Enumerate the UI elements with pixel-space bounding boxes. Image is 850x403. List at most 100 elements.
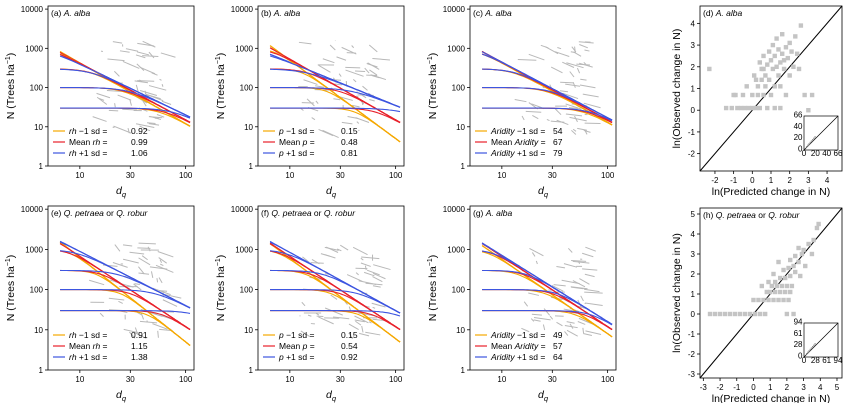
observed-trajectory — [553, 284, 566, 287]
data-point — [772, 84, 777, 89]
observed-trajectory — [584, 288, 600, 293]
observed-trajectory — [161, 100, 172, 105]
x-tick-label: -2 — [716, 383, 724, 392]
observed-trajectory — [355, 272, 359, 276]
y-tick-label: 10000 — [443, 205, 466, 214]
observed-trajectory — [531, 313, 542, 316]
data-point — [783, 275, 788, 281]
x-tick-label: 3 — [806, 176, 811, 185]
data-point — [732, 311, 738, 317]
panel-title: (e) Q. petraea or Q. robur — [51, 208, 149, 218]
data-point — [763, 73, 768, 78]
inset-x-tick-label: 61 — [822, 356, 831, 365]
x-tick-label: 100 — [601, 171, 615, 180]
observed-trajectory — [159, 78, 162, 81]
x-tick-label: 2 — [787, 176, 792, 185]
observed-trajectory — [336, 56, 347, 61]
data-point — [727, 311, 733, 317]
panel-g: 1 10 100 1000 10000 10 30 100 dq N (Trees ha−1) (g… — [427, 205, 617, 403]
model-curve-mean — [482, 310, 613, 331]
observed-trajectory — [373, 264, 391, 271]
data-point — [783, 45, 789, 50]
species-name: A. alba — [485, 208, 513, 218]
observed-trajectory — [311, 117, 316, 121]
species-joiner: or — [756, 210, 768, 220]
observed-trajectory — [372, 306, 376, 309]
y-tick-label: 1 — [461, 162, 466, 171]
y-tick-label: 10 — [244, 123, 253, 132]
observed-trajectory — [139, 125, 146, 130]
inset-point — [809, 348, 811, 351]
panel-title: (b) A. alba — [261, 8, 300, 18]
y-tick-label: 100 — [452, 84, 466, 93]
data-point — [772, 53, 777, 59]
observed-trajectory — [583, 102, 601, 109]
model-curve-plus-1sd — [270, 87, 401, 108]
observed-trajectory — [554, 51, 570, 58]
data-point — [771, 271, 776, 277]
observed-trajectory — [576, 67, 581, 74]
observed-trajectory — [579, 44, 588, 49]
observed-trajectory — [301, 301, 306, 307]
observed-trajectory — [315, 85, 324, 88]
observed-trajectory — [161, 84, 164, 87]
observed-trajectory — [562, 61, 575, 68]
x-tick-label: 100 — [179, 375, 193, 384]
x-tick-label: 10 — [75, 171, 84, 180]
data-point — [707, 311, 713, 317]
data-point — [740, 92, 746, 98]
observed-trajectory — [528, 53, 545, 61]
species-name: Q. petraea — [271, 208, 311, 218]
y-axis-label: ln(Observed change in N) — [671, 233, 683, 353]
model-curve-minus-1sd — [60, 87, 191, 127]
observed-trajectory — [315, 100, 319, 104]
data-point — [761, 53, 766, 59]
observed-trajectory — [142, 100, 147, 107]
panel-title: (f) Q. petraea or Q. robur — [261, 208, 356, 218]
species-joiner: or — [104, 208, 116, 218]
observed-trajectory — [122, 60, 140, 69]
model-curve-plus-1sd — [270, 68, 401, 108]
species-name: Q. petraea — [716, 210, 756, 220]
y-tick-label: 1 — [691, 290, 696, 299]
legend-value: 1.15 — [131, 341, 148, 351]
data-point — [787, 73, 792, 78]
observed-trajectory — [137, 80, 155, 82]
legend-label: Mean rh = — [69, 137, 108, 147]
data-point — [761, 92, 766, 98]
observed-trajectory — [359, 332, 370, 337]
data-point — [777, 289, 783, 295]
data-point — [779, 283, 785, 289]
y-tick-label: 10000 — [231, 205, 254, 214]
model-curve-mean — [60, 269, 191, 330]
data-point — [791, 64, 796, 69]
observed-trajectory — [568, 107, 579, 110]
data-point — [766, 77, 772, 83]
plot-frame — [469, 5, 617, 167]
observed-trajectory — [582, 268, 598, 271]
observed-trajectory — [322, 58, 335, 64]
model-curve-plus-1sd — [60, 87, 191, 118]
observed-trajectory — [300, 330, 311, 338]
inset-point — [812, 139, 814, 141]
plot-frame — [257, 5, 405, 167]
data-point — [768, 58, 774, 63]
observed-trajectory — [368, 44, 378, 53]
data-point — [791, 263, 796, 269]
observed-trajectory — [303, 79, 318, 85]
observed-trajectory — [134, 80, 149, 84]
x-tick-label: -2 — [711, 176, 719, 185]
observed-trajectory — [556, 265, 566, 269]
y-tick-label: 100 — [30, 84, 44, 93]
species-name-2: Q. robur — [116, 208, 148, 218]
inset-x-tick-label: 28 — [811, 356, 820, 365]
x-axis-label: dq — [116, 185, 127, 199]
y-tick-label: 10000 — [443, 5, 466, 14]
observed-trajectory — [127, 127, 130, 134]
x-tick-label: 2 — [785, 383, 790, 392]
y-tick-label: 1000 — [447, 245, 465, 254]
legend-label: p +1 sd = — [278, 148, 314, 158]
panel-f: 1 10 100 1000 10000 10 30 100 dq N (Trees ha−1) (f… — [215, 205, 405, 403]
observed-trajectory — [565, 113, 583, 117]
